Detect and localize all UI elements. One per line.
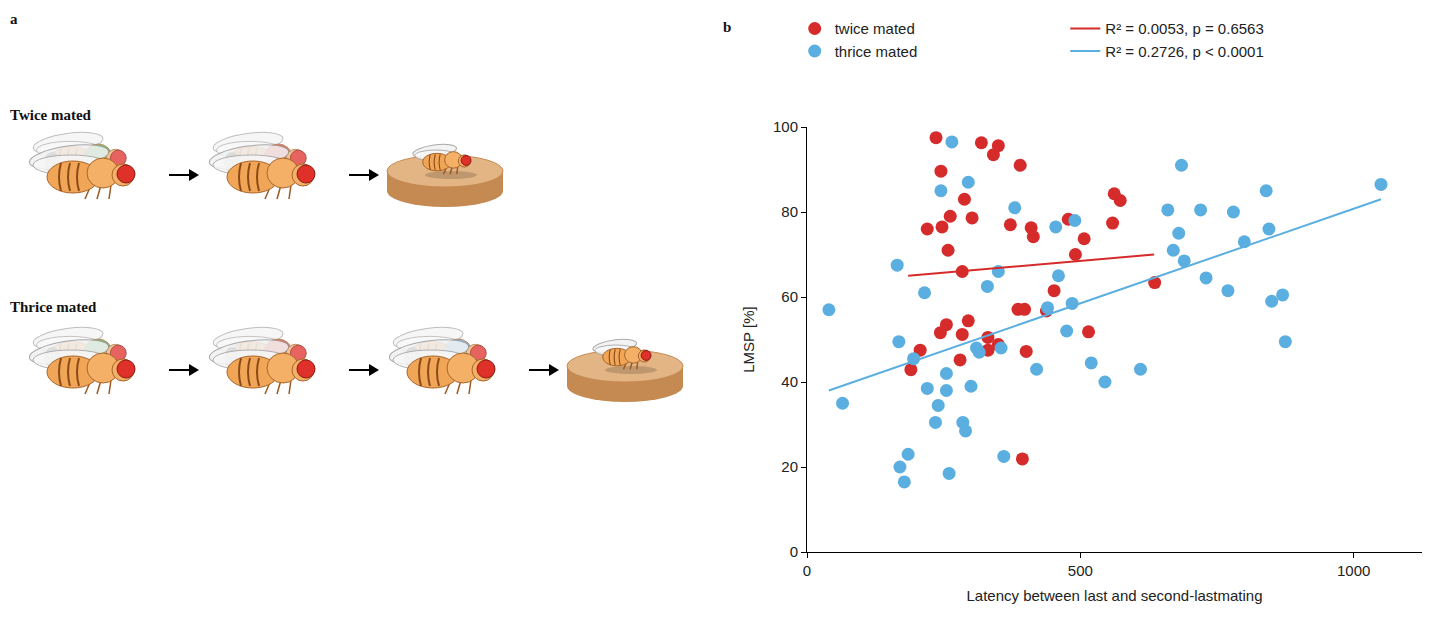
svg-text:0: 0 xyxy=(803,562,811,579)
svg-text:R² = 0.0053, p = 0.6563: R² = 0.0053, p = 0.6563 xyxy=(1105,20,1263,37)
svg-text:Twice mated: Twice mated xyxy=(10,107,92,123)
svg-text:500: 500 xyxy=(1068,562,1093,579)
svg-text:Latency between last and secon: Latency between last and second-lastmati… xyxy=(966,587,1262,604)
svg-text:R² = 0.2726, p < 0.0001: R² = 0.2726, p < 0.0001 xyxy=(1105,43,1263,60)
svg-text:20: 20 xyxy=(781,458,798,475)
svg-text:40: 40 xyxy=(781,373,798,390)
svg-text:Thrice mated: Thrice mated xyxy=(10,299,97,315)
svg-text:twice mated: twice mated xyxy=(835,20,915,37)
svg-text:0: 0 xyxy=(790,543,798,560)
svg-text:1000: 1000 xyxy=(1337,562,1370,579)
svg-text:80: 80 xyxy=(781,203,798,220)
svg-text:a: a xyxy=(10,11,18,27)
svg-text:b: b xyxy=(723,19,731,35)
svg-text:thrice mated: thrice mated xyxy=(835,43,918,60)
svg-text:LMSP [%]: LMSP [%] xyxy=(740,306,757,372)
svg-text:100: 100 xyxy=(773,118,798,135)
svg-text:60: 60 xyxy=(781,288,798,305)
